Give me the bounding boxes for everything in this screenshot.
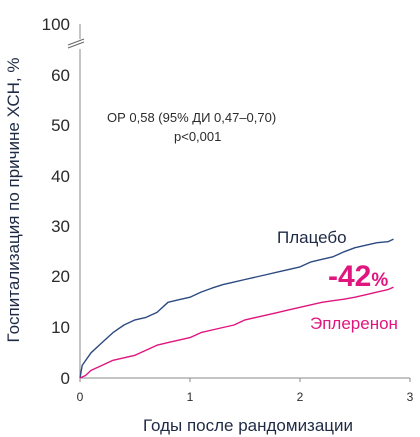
risk-reduction-value: -42 xyxy=(328,260,371,293)
y-tick-label: 100 xyxy=(42,15,70,34)
series-lines xyxy=(79,238,394,379)
y-axis-label: Госпитализация по причине ХСН, % xyxy=(4,58,23,343)
x-tick-label: 0 xyxy=(77,390,84,404)
y-tick-label: 0 xyxy=(61,369,70,388)
series-line-placebo xyxy=(79,238,394,379)
x-tick-label: 3 xyxy=(407,390,414,404)
x-tick-label: 1 xyxy=(187,390,194,404)
p-value-annotation: p<0,001 xyxy=(174,129,221,144)
x-tick-labels: 0 1 2 3 xyxy=(77,390,414,404)
y-tick-label: 60 xyxy=(51,66,70,85)
x-tick-marks xyxy=(79,378,411,382)
risk-reduction-label: -42% xyxy=(328,260,388,293)
series-label-placebo: Плацебо xyxy=(277,228,347,247)
y-axis-break-mark xyxy=(66,38,86,49)
risk-reduction-unit: % xyxy=(371,270,388,291)
y-tick-label: 10 xyxy=(51,318,70,337)
series-line-eplerenone xyxy=(79,286,394,379)
series-label-eplerenone: Эплеренон xyxy=(310,314,398,333)
x-tick-label: 2 xyxy=(297,390,304,404)
x-axis-label: Годы после рандомизации xyxy=(143,416,353,435)
y-tick-label: 40 xyxy=(51,167,70,186)
y-tick-label: 50 xyxy=(51,116,70,135)
y-tick-label: 30 xyxy=(51,217,70,236)
hr-annotation: ОР 0,58 (95% ДИ 0,47–0,70) xyxy=(107,110,276,125)
y-tick-label: 20 xyxy=(51,267,70,286)
y-tick-labels: 0 10 20 30 40 50 60 100 xyxy=(42,15,70,388)
